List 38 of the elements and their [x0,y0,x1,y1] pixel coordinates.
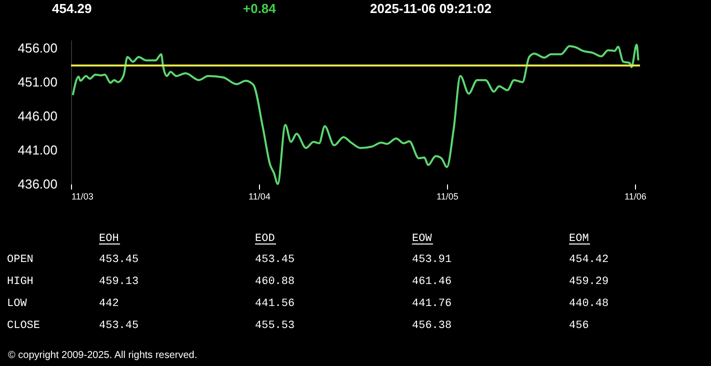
text: 441.76 [412,298,452,310]
text: 454.42 [569,254,609,266]
y-tick-label: 446.00 [18,108,58,124]
text: EOH [99,233,119,245]
text: © copyright 2009-2025. All rights reserved. [8,350,198,361]
y-tick-label: 436.00 [18,176,58,192]
x-tick-label: 11/06 [624,192,646,202]
text: 453.45 [99,320,139,332]
text: 441.56 [255,298,295,310]
text: 453.91 [412,254,452,266]
text: 2025-11-06 09:21:02 [370,1,492,16]
text: OPEN [7,254,34,266]
text: CLOSE [7,320,40,332]
text: 456 [569,320,589,332]
x-tick-label: 11/05 [436,192,458,202]
text: 440.48 [569,298,609,310]
text: 453.45 [99,254,139,266]
text: 442 [99,298,119,310]
y-tick-label: 441.00 [18,142,58,158]
line-series [72,44,640,185]
text: 456.38 [412,320,452,332]
text: 453.45 [255,254,295,266]
text: LOW [7,298,28,310]
text: 459.13 [99,276,139,288]
text: 459.29 [569,276,609,288]
text: EOW [412,233,432,245]
x-tick-label: 11/03 [72,192,94,202]
text: EOM [569,233,589,245]
text: HIGH [7,276,34,288]
chart-title: 454.29 [52,1,92,16]
y-tick-label: 456.00 [18,40,58,56]
text: EOD [255,233,276,245]
text: 461.46 [412,276,452,288]
x-tick-label: 11/04 [248,192,270,202]
text: +0.84 [243,1,277,16]
text: 460.88 [255,276,295,288]
text: 455.53 [255,320,295,332]
y-tick-label: 451.00 [18,74,58,90]
